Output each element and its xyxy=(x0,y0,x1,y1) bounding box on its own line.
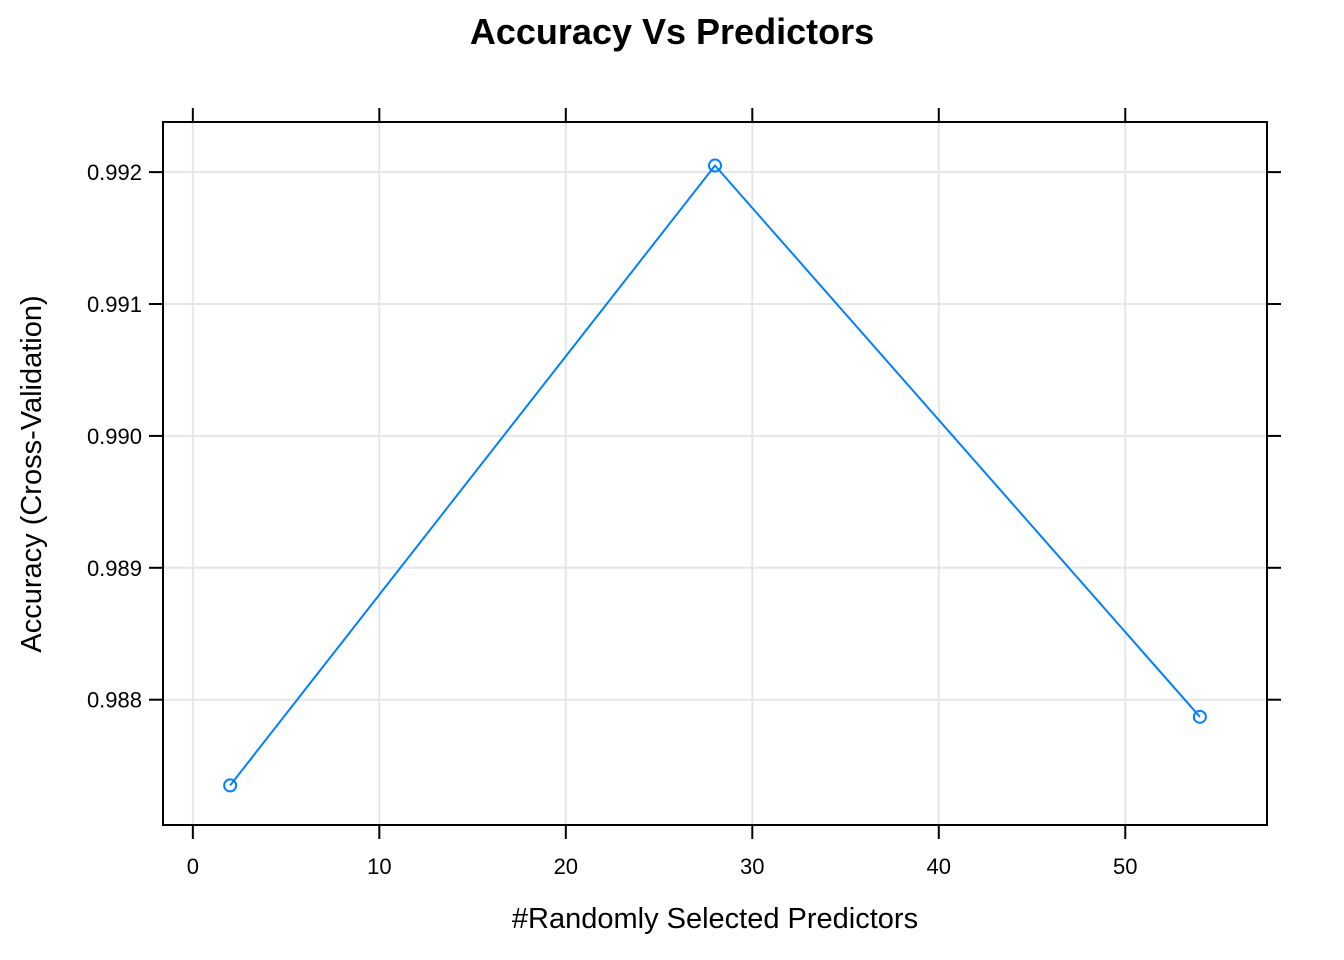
x-tick-label: 30 xyxy=(740,854,764,879)
y-tick-label: 0.992 xyxy=(87,160,142,185)
plot-frame xyxy=(162,121,1268,826)
x-tick-label: 20 xyxy=(554,854,578,879)
x-tick-label: 10 xyxy=(367,854,391,879)
tick-labels: 0 10 20 30 40 50 0.988 0.989 0.990 0.991 0.992 xyxy=(87,160,1138,879)
grid xyxy=(163,122,1267,825)
x-tick-label: 40 xyxy=(927,854,951,879)
series-layer xyxy=(223,158,1207,793)
series-line xyxy=(229,163,1201,787)
data-point xyxy=(223,778,238,793)
data-point xyxy=(708,158,722,173)
data-point xyxy=(1192,709,1207,724)
axis-ticks xyxy=(149,108,1281,839)
x-axis-label: #Randomly Selected Predictors xyxy=(512,903,918,935)
y-tick-label: 0.988 xyxy=(87,688,142,713)
y-tick-label: 0.989 xyxy=(87,556,142,581)
x-tick-label: 50 xyxy=(1113,854,1137,879)
y-axis-label: Accuracy (Cross-Validation) xyxy=(16,295,48,652)
chart-title: Accuracy Vs Predictors xyxy=(470,11,874,52)
y-tick-label: 0.991 xyxy=(87,292,142,317)
x-tick-label: 0 xyxy=(187,854,199,879)
y-tick-label: 0.990 xyxy=(87,424,142,449)
